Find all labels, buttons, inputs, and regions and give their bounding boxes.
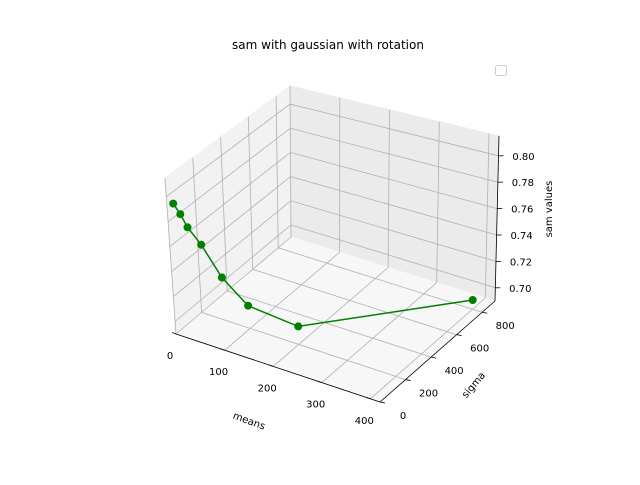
grid-line-z-5 xyxy=(166,103,499,198)
x-tick-3-label: 300 xyxy=(306,400,325,411)
series-0-point-2 xyxy=(183,223,192,232)
y-axis-label: sigma xyxy=(460,370,488,400)
x-tick-2-label: 200 xyxy=(258,383,277,394)
x-axis-line xyxy=(175,333,381,403)
x-tick-4-label: 400 xyxy=(355,416,374,427)
x-tick-4-mark xyxy=(366,396,371,400)
y-tick-4-label: 800 xyxy=(496,321,515,332)
grid-line-x-3 xyxy=(321,121,440,383)
series-0-point-4 xyxy=(217,273,226,282)
y-tick-3-mark xyxy=(456,334,462,337)
z-axis-line xyxy=(494,135,500,302)
x-axis-label: means xyxy=(231,411,266,433)
z-tick-1-label: 0.72 xyxy=(510,257,532,268)
chart-panes xyxy=(164,85,500,403)
y-axis-line xyxy=(379,300,496,403)
grid-line-y-2 xyxy=(220,137,432,358)
z-tick-5-label: 0.80 xyxy=(512,152,534,163)
series-0-point-6 xyxy=(294,322,303,331)
z-tick-3-label: 0.76 xyxy=(511,205,533,216)
grid-line-z-2 xyxy=(171,176,497,272)
grid-line-z-4 xyxy=(167,127,499,223)
grid-line-x-1 xyxy=(224,97,341,351)
y-tick-2-mark xyxy=(431,356,437,359)
grid-line-z-3 xyxy=(169,151,498,247)
legend-box xyxy=(495,65,507,76)
z-axis-label: sam values xyxy=(544,181,555,238)
y-tick-3-label: 600 xyxy=(470,344,489,355)
grid-line-z-0 xyxy=(174,224,496,322)
grid-line-x-4 xyxy=(370,133,490,400)
chart-axes: 0 100 200 300 400 0 200 400 600 800 0.70 0.72 0.74 0.… xyxy=(167,135,535,427)
chart-legend xyxy=(495,65,507,76)
x-tick-0-mark xyxy=(171,332,177,335)
grid-line-y-4 xyxy=(275,96,483,313)
z-tick-4-label: 0.78 xyxy=(512,178,534,189)
series-0-point-3 xyxy=(197,240,206,249)
series-0-point-1 xyxy=(176,210,185,219)
y-tick-1-mark xyxy=(405,379,411,381)
x-tick-2-mark xyxy=(269,364,274,367)
series-0-point-5 xyxy=(244,301,253,310)
series-0-point-7 xyxy=(468,296,477,304)
grid-line-x-2 xyxy=(272,109,390,367)
y-tick-4-mark xyxy=(482,311,488,314)
grid-line-x-0 xyxy=(175,85,292,335)
grid-line-z-1 xyxy=(173,200,497,297)
x-tick-0-label: 0 xyxy=(167,351,173,362)
x-tick-1-label: 100 xyxy=(209,367,228,378)
x-tick-3-mark xyxy=(317,380,322,383)
z-tick-2-label: 0.74 xyxy=(510,231,532,242)
grid-line-y-1 xyxy=(192,157,406,380)
y-tick-0-label: 0 xyxy=(400,411,406,422)
y-tick-1-label: 200 xyxy=(419,389,438,400)
x-tick-1-mark xyxy=(220,348,225,351)
chart-title: sam with gaussian with rotation xyxy=(232,38,424,52)
series-0-point-0 xyxy=(169,199,178,208)
y-tick-0-mark xyxy=(379,401,386,404)
z-tick-0-label: 0.70 xyxy=(509,284,531,295)
chart-series xyxy=(169,199,477,331)
y-tick-2-label: 400 xyxy=(445,366,464,377)
